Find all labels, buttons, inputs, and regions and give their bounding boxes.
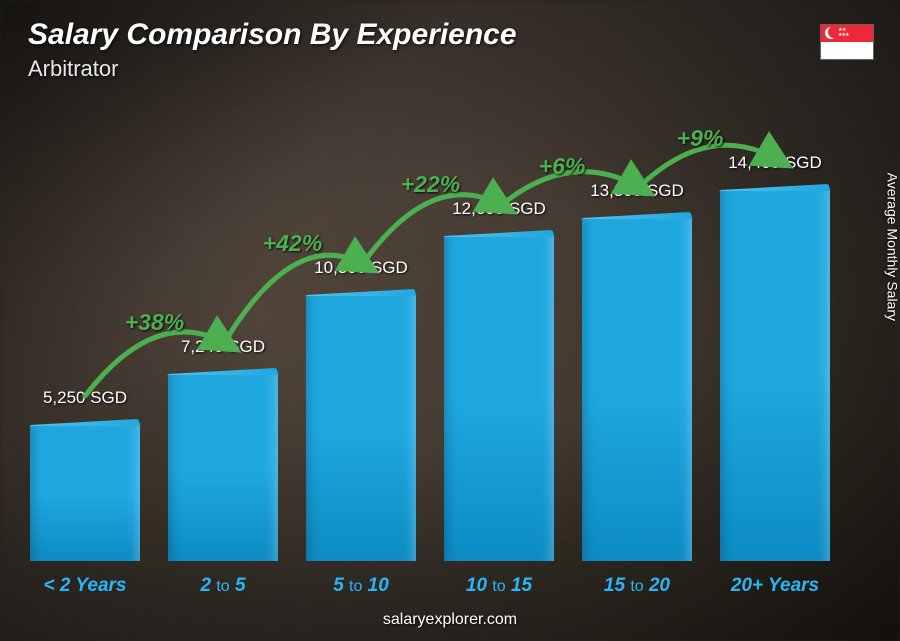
bar-group: 13,300 SGD15 to 20 — [582, 219, 692, 561]
bar-front-face — [168, 375, 278, 561]
bar-category-label: 5 to 10 — [296, 575, 426, 597]
bar-group: 5,250 SGD< 2 Years — [30, 426, 140, 561]
y-axis-label: Average Monthly Salary — [884, 172, 900, 320]
header: Salary Comparison By Experience Arbitrat… — [28, 18, 517, 82]
bar-value-label: 7,240 SGD — [168, 337, 278, 357]
flag-bottom-stripe — [821, 42, 873, 59]
bar-category-label: 15 to 20 — [572, 575, 702, 597]
bar-value-label: 5,250 SGD — [30, 388, 140, 408]
bar-front-face — [582, 219, 692, 561]
flag-stars-icon: ★ ★★★★ — [838, 28, 848, 38]
pct-change-label: +6% — [539, 153, 586, 180]
country-flag-icon: ★ ★★★★ — [820, 24, 874, 60]
bar-category-label: 20+ Years — [710, 575, 840, 597]
bar-value-label: 13,300 SGD — [582, 181, 692, 201]
footer-attribution: salaryexplorer.com — [0, 611, 900, 629]
bar-front-face — [306, 296, 416, 561]
bar-group: 10,300 SGD5 to 10 — [306, 296, 416, 561]
chart-title: Salary Comparison By Experience — [28, 18, 517, 52]
bar-category-label: 2 to 5 — [158, 575, 288, 597]
bar-group: 14,400 SGD20+ Years — [720, 191, 830, 561]
bar-front-face — [720, 191, 830, 561]
bar-value-label: 14,400 SGD — [720, 153, 830, 173]
bar-value-label: 12,600 SGD — [444, 199, 554, 219]
bar-group: 12,600 SGD10 to 15 — [444, 237, 554, 561]
chart-subtitle: Arbitrator — [28, 56, 517, 82]
bar-front-face — [444, 237, 554, 561]
pct-change-label: +38% — [125, 309, 184, 336]
flag-crescent-icon — [825, 27, 837, 39]
bar-category-label: 10 to 15 — [434, 575, 564, 597]
chart-area: 5,250 SGD< 2 Years 7,240 SGD2 to 5 +38% 10,… — [30, 120, 850, 561]
bar-group: 7,240 SGD2 to 5 — [168, 375, 278, 561]
pct-change-label: +22% — [401, 171, 460, 198]
bar-value-label: 10,300 SGD — [306, 258, 416, 278]
pct-change-label: +9% — [677, 125, 724, 152]
chart-container: Salary Comparison By Experience Arbitrat… — [0, 0, 900, 641]
flag-top-stripe: ★ ★★★★ — [821, 25, 873, 42]
pct-change-label: +42% — [263, 230, 322, 257]
bar-category-label: < 2 Years — [20, 575, 150, 597]
bar-front-face — [30, 426, 140, 561]
